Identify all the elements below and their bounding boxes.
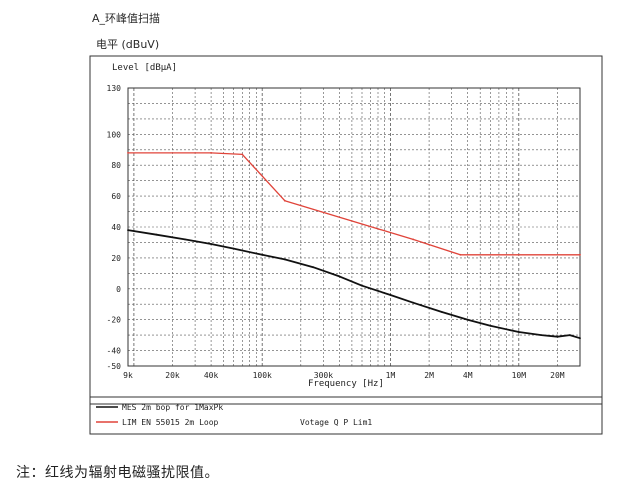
series-point-0 (540, 334, 543, 336)
series-point-0 (127, 229, 129, 232)
y-tick-label: 40 (111, 223, 121, 232)
series-point-1 (459, 253, 462, 256)
series-point-1 (283, 199, 286, 202)
x-tick-label: 300k (314, 371, 333, 380)
series-point-1 (210, 152, 213, 154)
series-point-0 (568, 334, 571, 336)
y-tick-label: 80 (111, 161, 121, 170)
series-point-0 (361, 284, 363, 287)
series-point-1 (412, 238, 414, 241)
y-tick-label: 20 (111, 254, 121, 263)
legend-label-lim: LIM EN 55015 2m Loop (122, 418, 219, 427)
x-tick-label: 20M (550, 371, 565, 380)
series-point-0 (517, 331, 520, 333)
x-tick-labels: 9k 20k 40k 100k 300k 1M 2M 4M 10M 20M (123, 371, 565, 380)
y-tick-label: -50 (107, 362, 122, 371)
series-point-0 (232, 247, 235, 250)
series-point-0 (283, 258, 286, 261)
plot-area (127, 87, 581, 367)
series-point-0 (210, 243, 213, 245)
chart-header-title: A_环峰值扫描 (92, 11, 160, 25)
series-point-0 (556, 335, 559, 338)
series-point-0 (440, 311, 443, 313)
y-axis-label: Level [dBµA] (112, 63, 177, 73)
y-tick-label: 60 (111, 192, 121, 201)
y-tick-label: -40 (107, 347, 122, 356)
series-point-0 (155, 233, 158, 236)
series-point-0 (489, 324, 492, 327)
chart-header-unit: 电平 (dBuV) (96, 38, 159, 51)
series-point-0 (412, 301, 414, 304)
y-tick-label: 100 (107, 130, 122, 139)
series-point-0 (261, 253, 264, 256)
x-tick-label: 100k (253, 371, 272, 380)
legend-label-extra: Votage Q P Lim1 (300, 418, 372, 427)
series-point-0 (184, 238, 186, 241)
series-group (127, 152, 581, 340)
series-point-0 (312, 266, 315, 269)
series-point-1 (127, 152, 129, 154)
x-tick-label: 40k (204, 371, 219, 380)
x-tick-label: 4M (463, 371, 473, 380)
y-tick-label: -20 (107, 316, 122, 325)
y-tick-label: 130 (107, 84, 122, 93)
x-axis-label: Frequency [Hz] (308, 379, 384, 389)
x-tick-label: 20k (165, 371, 180, 380)
footnote: 注：红线为辐射电磁骚扰限值。 (16, 465, 219, 481)
series-point-0 (338, 275, 341, 278)
series-line-0 (127, 229, 581, 340)
legend-label-mes: MES 2m bop for 1MaxPk (122, 403, 223, 412)
legend-box (89, 396, 603, 435)
series-point-1 (579, 253, 581, 256)
series-point-1 (241, 153, 244, 156)
x-tick-label: 9k (123, 371, 133, 380)
x-tick-label: 10M (512, 371, 527, 380)
series-point-0 (389, 294, 392, 296)
chart-frame (89, 55, 603, 405)
series-point-0 (466, 318, 469, 321)
y-tick-labels: 130 100 80 60 40 20 0 -20 -40 -50 (107, 84, 122, 371)
series-point-0 (579, 337, 581, 340)
x-tick-label: 1M (386, 371, 396, 380)
x-tick-label: 2M (424, 371, 434, 380)
plot-grid (127, 87, 581, 367)
y-tick-label: 0 (116, 285, 121, 294)
